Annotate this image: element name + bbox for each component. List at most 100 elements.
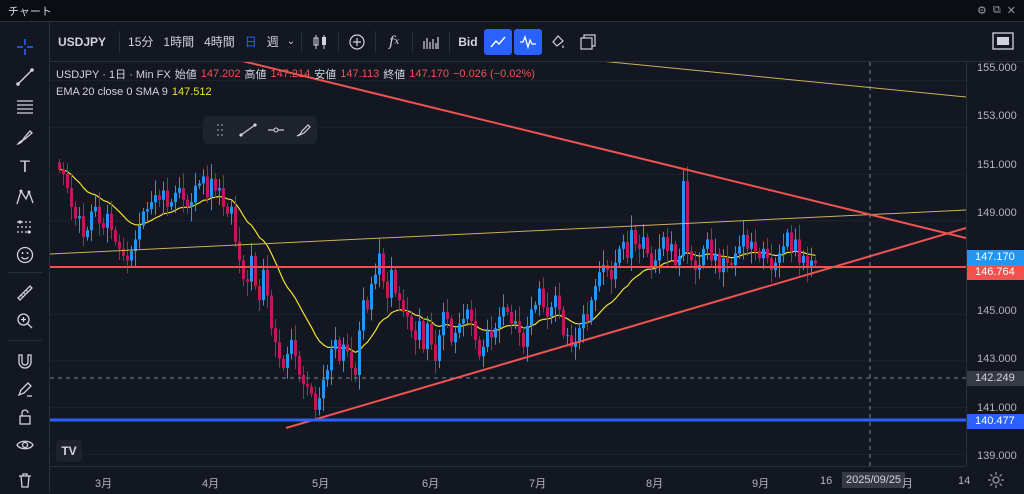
candle-body (142, 211, 145, 226)
interval-1w-button[interactable]: 週 (266, 35, 279, 49)
legend-symbol[interactable]: USDJPY · 1日 · Min FX (56, 69, 171, 81)
candle-body (518, 321, 521, 333)
crosshair-icon[interactable] (12, 34, 38, 60)
candle-body (294, 339, 297, 357)
drag-handle-icon[interactable] (207, 119, 233, 141)
candle-body (158, 195, 161, 200)
candle-body (402, 300, 405, 312)
trend-line-icon[interactable] (235, 119, 261, 141)
candle-body (366, 300, 369, 310)
candle-body (170, 202, 173, 207)
candle-body (58, 162, 61, 170)
magnet-icon[interactable] (12, 348, 38, 374)
candle-body (814, 260, 817, 264)
candle-body (458, 323, 461, 333)
candle-body (218, 188, 221, 191)
multi-layout-icon[interactable] (574, 29, 602, 55)
candle-body (414, 330, 417, 340)
zoom-in-icon[interactable] (12, 308, 38, 334)
lock-icon[interactable] (12, 404, 38, 430)
replay-icon[interactable] (417, 29, 445, 55)
candle-body (206, 176, 209, 198)
stay-drawing-icon[interactable] (12, 376, 38, 402)
candle-body (474, 321, 477, 340)
candle-body (602, 265, 605, 273)
price-label: 151.000 (977, 159, 1017, 171)
candle-body (286, 353, 289, 368)
candle-body (678, 255, 681, 266)
candle-body (670, 244, 673, 252)
text-tool-icon[interactable]: T (19, 157, 31, 176)
candle-body (318, 398, 321, 410)
candle-body (498, 316, 501, 329)
fib-retracement-icon[interactable] (12, 94, 38, 120)
red-line-price-tag: 146.764 (967, 265, 1024, 280)
crosshair-price-tag: 142.249 (967, 371, 1024, 386)
brush-icon[interactable] (291, 119, 317, 141)
popout-icon[interactable]: ⧉ (992, 4, 1001, 16)
price-label: 141.000 (977, 402, 1017, 414)
candle-body (334, 339, 337, 350)
candle-body (798, 239, 801, 263)
price-chart[interactable] (50, 62, 966, 466)
bid-button[interactable]: Bid (458, 34, 478, 49)
candle-body (442, 311, 445, 336)
candle-body (482, 346, 485, 357)
paint-bucket-icon[interactable] (544, 29, 572, 55)
candle-body (686, 181, 689, 252)
brush-icon[interactable] (12, 124, 38, 150)
horizontal-line-icon[interactable] (263, 119, 289, 141)
time-axis[interactable]: 3月 4月 5月 6月 7月 8月 9月 16 2025/09/25 月 14 (50, 466, 970, 493)
tradingview-logo[interactable]: TV (56, 440, 82, 462)
candle-body (674, 244, 677, 266)
time-label: 8月 (646, 478, 664, 490)
eye-icon[interactable] (12, 432, 38, 458)
candle-body (658, 248, 661, 261)
trash-icon[interactable] (12, 467, 38, 493)
interval-4h-button[interactable]: 4時間 (204, 35, 235, 49)
prediction-icon[interactable] (12, 214, 38, 240)
upper-channel-line (50, 209, 966, 255)
ruler-icon[interactable] (12, 280, 38, 306)
chart-settings-gear-icon[interactable] (987, 471, 1005, 489)
price-axis[interactable]: 155.000 153.000 151.000 149.000 145.000 … (966, 62, 1024, 466)
settings-icon[interactable]: ⚙ (977, 5, 987, 17)
pattern-icon[interactable] (12, 184, 38, 210)
ema-indicator-label[interactable]: EMA 20 close 0 SMA 9 (56, 86, 168, 98)
time-label: 4月 (202, 478, 220, 490)
candle-body (554, 295, 557, 308)
candle-body (462, 318, 465, 324)
candle-body (70, 188, 73, 207)
close-icon[interactable]: ✕ (1006, 5, 1016, 17)
candle-body (310, 386, 313, 394)
wave-indicator-icon[interactable] (513, 28, 542, 55)
candle-body (394, 269, 397, 294)
candle-type-icon[interactable] (306, 29, 334, 55)
interval-1d-button[interactable]: 日 (244, 35, 257, 49)
candle-body (486, 330, 489, 347)
candle-body (450, 318, 453, 343)
candle-body (634, 230, 637, 245)
interval-dropdown-chevron-icon[interactable]: ⌄ (286, 36, 296, 47)
candle-body (98, 206, 101, 224)
chart-legend: USDJPY · 1日 · Min FX 始値 147.202 高値 147.214… (56, 68, 535, 98)
add-indicator-icon[interactable] (343, 29, 371, 55)
candle-body (182, 188, 185, 200)
emoji-icon[interactable] (12, 242, 38, 268)
layout-switch-icon[interactable] (990, 28, 1016, 54)
candle-body (642, 237, 645, 249)
interval-1h-button[interactable]: 1時間 (163, 35, 195, 49)
candle-body (246, 279, 249, 282)
candle-body (430, 323, 433, 345)
trend-line-quick-icon[interactable] (483, 28, 512, 55)
candle-body (342, 344, 345, 361)
candle-body (598, 272, 601, 287)
interval-15m-button[interactable]: 15分 (128, 35, 154, 49)
candle-body (86, 230, 89, 238)
window-titlebar: チャート ⚙ ⧉ ✕ (0, 0, 1024, 22)
candle-body (710, 239, 713, 261)
trend-line-icon[interactable] (12, 64, 38, 90)
candle-body (410, 316, 413, 331)
symbol-search-button[interactable]: USDJPY (58, 34, 107, 49)
